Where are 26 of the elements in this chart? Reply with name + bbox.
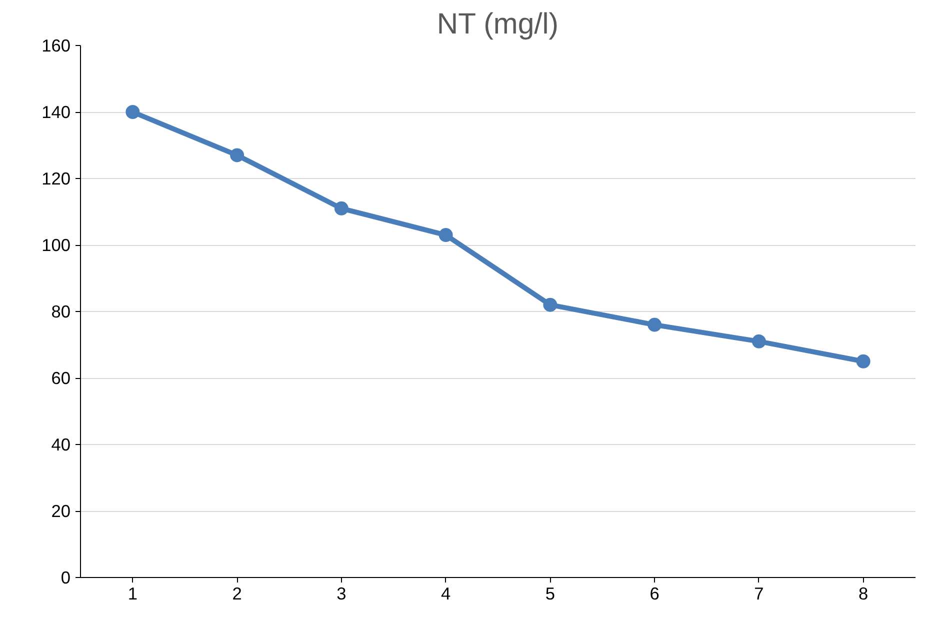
y-tick-label: 140 (42, 102, 71, 122)
point (856, 354, 870, 368)
chart-title: NT (mg/l) (436, 8, 559, 40)
y-tick-label: 0 (60, 568, 71, 588)
point (230, 148, 244, 162)
x-tick-label: 1 (128, 584, 138, 604)
x-tick-label: 7 (754, 584, 764, 604)
y-tick-label: 20 (51, 501, 71, 521)
point (126, 105, 140, 119)
point (334, 201, 348, 216)
y-tick-label: 120 (42, 168, 71, 188)
x-tick-label: 3 (336, 584, 346, 604)
y-tick-label: 40 (51, 434, 71, 454)
x-tick-label: 2 (232, 584, 242, 604)
y-tick-label: 60 (51, 368, 71, 388)
point (543, 298, 558, 312)
x-tick-label: 5 (545, 584, 556, 604)
y-tick-label: 80 (51, 302, 71, 322)
y-tick-label: 100 (42, 235, 71, 255)
y-tick-label: 160 (42, 36, 71, 56)
point (438, 228, 453, 242)
point (752, 334, 766, 348)
x-tick-label: 4 (440, 584, 451, 604)
point (648, 318, 662, 332)
x-tick-label: 6 (650, 584, 660, 604)
x-tick-label: 8 (858, 584, 868, 604)
